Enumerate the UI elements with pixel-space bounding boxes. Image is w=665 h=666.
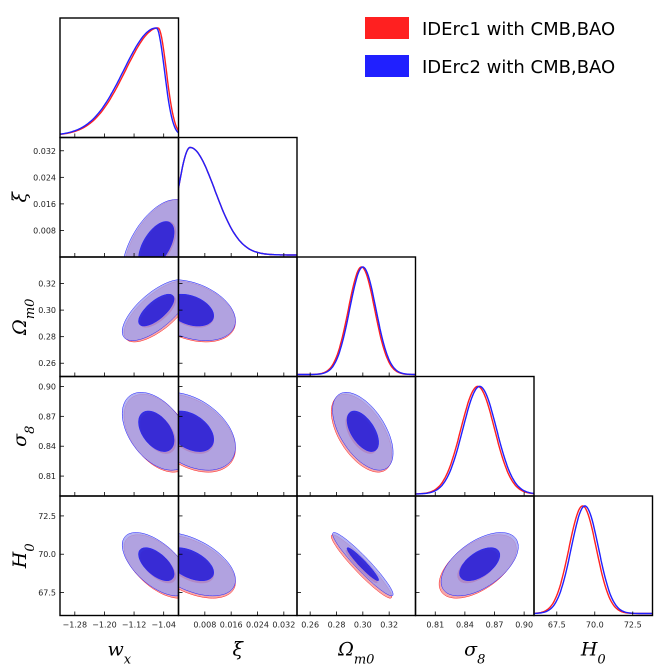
ytick-label-xi: 0.024 (33, 173, 56, 182)
panel-wx-s8 (121, 392, 179, 473)
panel-wx-wx (60, 27, 179, 135)
panel-frame-s8-s8 (414, 375, 535, 497)
xtick-label-om: 0.26 (301, 621, 319, 630)
xtick-label-wx: −1.12 (122, 621, 147, 630)
ytick-label-om: 0.28 (38, 333, 56, 342)
marginal-curve-wx-1 (60, 27, 179, 135)
axis-label-h0: H0 (580, 639, 606, 666)
contour-wx-xi-2-inner (138, 221, 175, 257)
panel-om-h0 (330, 532, 394, 599)
panel-xi-h0 (178, 533, 236, 599)
xtick-label-wx: −1.28 (63, 621, 88, 630)
xtick-label-h0: 72.5 (624, 621, 642, 630)
axis-label-s8: σ8 (9, 426, 38, 447)
legend-swatch-1 (365, 17, 409, 39)
xtick-label-xi: 0.008 (193, 621, 216, 630)
axis-label-om: Ωm0 (337, 639, 374, 666)
xtick-label-wx: −1.04 (151, 621, 176, 630)
ytick-label-h0: 70.0 (38, 550, 56, 559)
contour-xi-s8-2-inner (178, 410, 214, 452)
xtick-label-xi: 0.024 (246, 621, 269, 630)
marginal-curve-wx-2 (60, 27, 179, 135)
marginal-curve-s8-2 (415, 385, 534, 495)
axis-label-om: Ωm0 (9, 299, 38, 336)
panels-group (59, 17, 654, 617)
xtick-label-om: 0.32 (380, 621, 398, 630)
panel-xi-xi (178, 146, 297, 256)
panel-wx-xi (123, 199, 179, 257)
panel-xi-om (178, 279, 236, 343)
marginal-curve-xi-2 (178, 146, 297, 256)
xtick-label-s8: 0.81 (426, 621, 444, 630)
contour-wx-h0-2-inner (138, 547, 175, 581)
panel-wx-om (121, 279, 179, 343)
legend-swatch-2 (365, 55, 409, 77)
panel-om-om (297, 266, 416, 376)
panel-s8-s8 (415, 385, 534, 495)
legend-label-1: IDErc1 with CMB,BAO (422, 19, 615, 40)
xtick-label-s8: 0.90 (515, 621, 533, 630)
panel-wx-h0 (121, 532, 179, 599)
ytick-label-om: 0.30 (38, 306, 56, 315)
legend-label-2: IDErc2 with CMB,BAO (422, 57, 615, 78)
xtick-label-om: 0.28 (328, 621, 346, 630)
contour-om-s8-2-inner (346, 410, 379, 452)
axis-label-xi: ξ (9, 190, 31, 202)
ytick-label-om: 0.32 (38, 280, 56, 289)
panel-s8-h0 (438, 532, 519, 599)
axis-label-wx: wx (107, 639, 131, 666)
xtick-label-om: 0.30 (354, 621, 372, 630)
contour-wx-s8-2-inner (138, 410, 175, 452)
contour-om-h0-2-inner (346, 547, 379, 581)
ytick-label-xi: 0.008 (33, 226, 56, 235)
marginal-curve-s8-1 (415, 385, 534, 495)
panel-frame-h0-h0 (533, 495, 654, 617)
ytick-label-s8: 0.87 (38, 412, 56, 421)
contour-wx-om-2-inner (138, 293, 175, 327)
contour-s8-h0-2-inner (459, 547, 501, 581)
xtick-label-s8: 0.84 (456, 621, 474, 630)
panel-h0-h0 (534, 505, 653, 615)
contour-xi-om-2-inner (178, 293, 214, 327)
xtick-label-h0: 67.5 (548, 621, 566, 630)
xtick-label-s8: 0.87 (486, 621, 504, 630)
axis-label-s8: σ8 (464, 639, 485, 666)
marginal-curve-om-1 (297, 266, 416, 376)
contour-xi-h0-2-inner (178, 547, 214, 581)
ytick-label-xi: 0.032 (33, 147, 56, 156)
ytick-label-xi: 0.016 (33, 200, 56, 209)
axis-labels-group: wx ξ Ωm0 σ8 H0 ξ Ωm0 σ8 H0 (9, 190, 606, 666)
ytick-label-s8: 0.90 (38, 382, 56, 391)
ytick-label-s8: 0.81 (38, 472, 56, 481)
panel-om-s8 (330, 392, 394, 473)
marginal-curve-om-2 (297, 266, 416, 376)
axis-label-xi: ξ (233, 639, 245, 661)
xtick-label-xi: 0.016 (220, 621, 243, 630)
xtick-label-wx: −1.20 (92, 621, 117, 630)
axis-label-h0: H0 (9, 543, 38, 569)
ytick-label-h0: 67.5 (38, 589, 56, 598)
xtick-label-h0: 70.0 (586, 621, 604, 630)
marginal-curve-h0-2 (534, 505, 653, 615)
ytick-label-h0: 72.5 (38, 512, 56, 521)
ytick-label-s8: 0.84 (38, 442, 56, 451)
xtick-label-xi: 0.032 (272, 621, 295, 630)
legend: IDErc1 with CMB,BAO IDErc2 with CMB,BAO (365, 17, 615, 78)
ytick-label-om: 0.26 (38, 359, 56, 368)
tick-labels-group: −1.28 −1.20 −1.12 −1.04 0.008 0.016 0.024 0.032… (33, 147, 642, 630)
panel-xi-s8 (178, 392, 236, 473)
